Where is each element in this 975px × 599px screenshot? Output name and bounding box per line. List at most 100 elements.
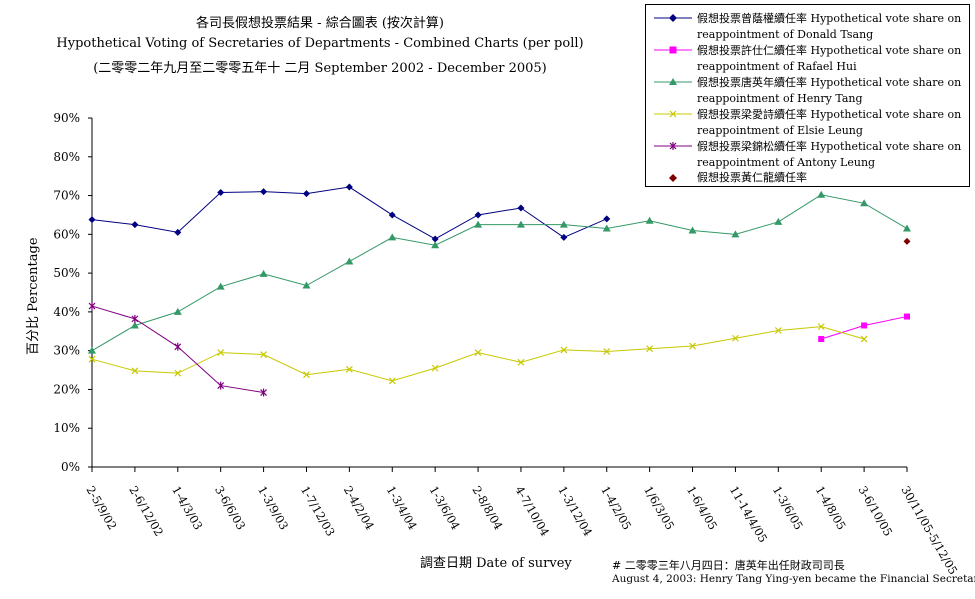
x-tick-label: 11-14/4/05: [727, 484, 771, 545]
legend-marker-star-purple: [654, 142, 692, 150]
data-point: [602, 224, 611, 232]
data-point: [173, 307, 182, 315]
legend-item: 假想投票曾蔭權續任率 Hypothetical vote share on re…: [652, 11, 961, 41]
x-tick-label: 1-4/8/05: [813, 484, 849, 533]
y-tick-label: 20%: [53, 382, 80, 396]
legend-label: 假想投票黃仁龍續任率: [697, 171, 807, 184]
data-point: [774, 217, 783, 225]
data-point: [903, 237, 911, 245]
data-point: [860, 199, 869, 207]
data-point: [131, 314, 139, 323]
legend-item: 假想投票梁愛詩續任率 Hypothetical vote share on re…: [652, 107, 961, 137]
data-point: [431, 235, 439, 243]
chart-subtitle: Hypothetical Voting of Secretaries of De…: [56, 36, 584, 51]
data-point: [88, 355, 96, 363]
data-point: [474, 349, 482, 357]
y-tick-label: 80%: [53, 150, 80, 164]
x-tick-label: 1-7/12/03: [298, 484, 338, 539]
footnote-english: August 4, 2003: Henry Tang Ying-yen beca…: [612, 573, 975, 585]
x-tick-label: 1-3/6/04: [427, 484, 463, 533]
data-point: [603, 348, 611, 355]
data-point: [302, 281, 311, 289]
data-point: [474, 211, 482, 219]
data-point: [260, 388, 268, 397]
series-4: [88, 302, 268, 397]
chart-legend: 假想投票曾蔭權續任率 Hypothetical vote share on re…: [645, 4, 970, 187]
series-line: [91, 194, 908, 352]
legend-label: 假想投票梁愛詩續任率 Hypothetical vote share on re…: [697, 108, 962, 137]
data-point: [559, 220, 568, 228]
data-point: [217, 349, 225, 357]
legend-item: 假想投票唐英年續任率 Hypothetical vote share on re…: [652, 75, 961, 105]
y-axis-label: 百分比 Percentage: [26, 237, 41, 355]
series-line: [91, 326, 865, 382]
data-point: [817, 323, 825, 331]
data-point: [818, 336, 825, 343]
series-0: [88, 183, 611, 243]
data-point: [260, 351, 268, 358]
data-point: [260, 188, 268, 196]
x-tick-label: 1-3/4/04: [384, 484, 420, 533]
x-tick-label: 2-6/12/02: [126, 484, 166, 539]
data-point: [174, 228, 182, 236]
data-point: [388, 211, 396, 219]
data-point: [388, 377, 396, 385]
x-tick-label: 3-6/10/05: [856, 484, 896, 539]
x-tick-label: 30/11/05-5/12/05: [898, 484, 960, 577]
x-tick-label: 1-3/12/04: [555, 484, 595, 539]
data-point: [217, 381, 225, 390]
x-tick-label: 1-3/6/05: [770, 484, 806, 533]
chart-date-range: (二零零二年九月至二零零五年十 二月 September 2002 - Dece…: [93, 61, 547, 76]
footnote-chinese: # 二零零三年八月四日：唐英年出任財政司司長: [612, 559, 845, 572]
y-tick-label: 30%: [53, 344, 80, 358]
x-tick-label: 1-6/4/05: [684, 484, 720, 533]
data-point: [130, 321, 139, 329]
data-point: [345, 183, 353, 191]
data-point: [131, 221, 139, 229]
legend-item: 假想投票許仕仁續任率 Hypothetical vote share on re…: [652, 43, 961, 73]
y-tick-label: 0%: [61, 460, 80, 474]
legend-label: 假想投票許仕仁續任率 Hypothetical vote share on re…: [697, 44, 962, 73]
data-point: [603, 215, 611, 223]
data-point: [861, 322, 868, 329]
y-tick-label: 90%: [53, 111, 80, 125]
data-point: [259, 269, 268, 277]
legend-marker-square-magenta: [654, 46, 692, 54]
data-point: [646, 345, 654, 353]
data-point: [88, 216, 96, 224]
x-tick-label: 2-5/9/02: [83, 484, 119, 533]
data-point: [645, 216, 654, 224]
data-point: [431, 364, 439, 372]
data-point: [216, 282, 225, 290]
data-point: [688, 226, 697, 234]
data-point: [689, 342, 696, 350]
y-tick-label: 40%: [53, 305, 80, 319]
legend-marker-triangle-green: [654, 78, 692, 85]
data-point: [560, 346, 568, 354]
y-tick-label: 10%: [53, 421, 80, 435]
data-point: [88, 302, 96, 311]
data-point: [174, 342, 182, 351]
data-point: [560, 233, 568, 241]
legend-label: 假想投票唐英年續任率 Hypothetical vote share on re…: [697, 76, 962, 105]
series-5: [903, 237, 911, 245]
data-point: [388, 233, 397, 241]
data-point: [904, 313, 910, 320]
legend-marker-x-yellow: [654, 110, 692, 118]
data-point: [174, 369, 182, 377]
data-point: [817, 190, 826, 198]
data-point: [731, 230, 740, 238]
data-point: [903, 224, 911, 232]
data-point: [303, 371, 310, 379]
y-tick-label: 70%: [53, 189, 80, 203]
data-point: [774, 327, 782, 334]
x-tick-label: 2-4/2/04: [341, 484, 377, 533]
x-tick-label: 1-3/9/03: [255, 484, 291, 533]
chart-title: 各司長假想投票結果 - 綜合圖表 (按次計算): [196, 16, 444, 31]
x-tick-label: 1-4/3/03: [169, 484, 205, 533]
x-tick-label: 1/6/3/05: [641, 484, 677, 533]
data-point: [474, 220, 483, 228]
legend-label: 假想投票曾蔭權續任率 Hypothetical vote share on re…: [697, 12, 962, 41]
data-point: [516, 220, 525, 228]
